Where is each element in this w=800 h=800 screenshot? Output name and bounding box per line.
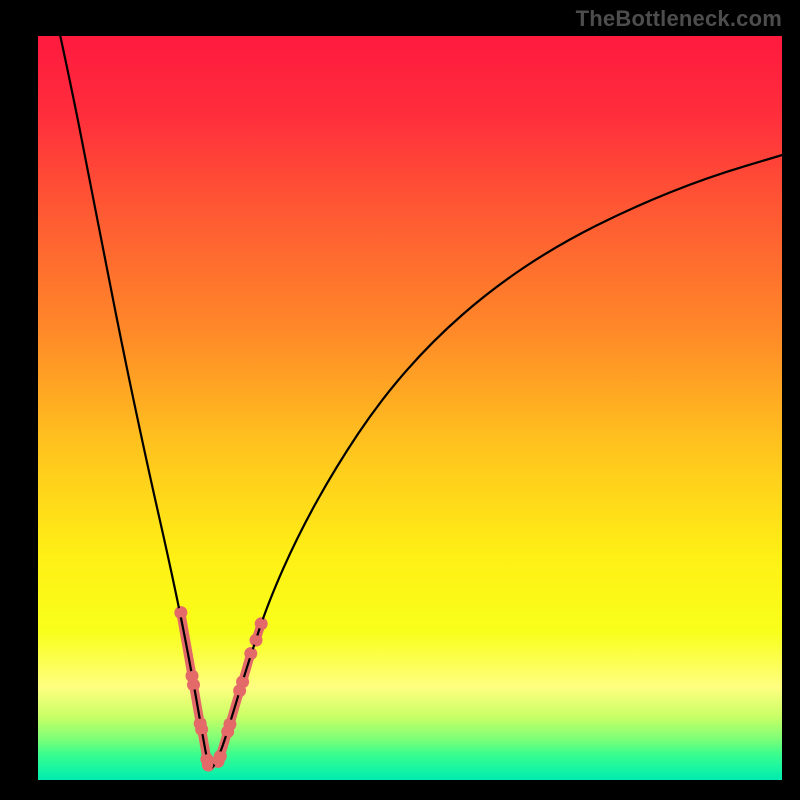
watermark-text: TheBottleneck.com bbox=[576, 6, 782, 32]
figure-canvas: TheBottleneck.com bbox=[0, 0, 800, 800]
plot-svg bbox=[38, 36, 782, 780]
gradient-background bbox=[38, 36, 782, 780]
plot-area bbox=[38, 36, 782, 780]
